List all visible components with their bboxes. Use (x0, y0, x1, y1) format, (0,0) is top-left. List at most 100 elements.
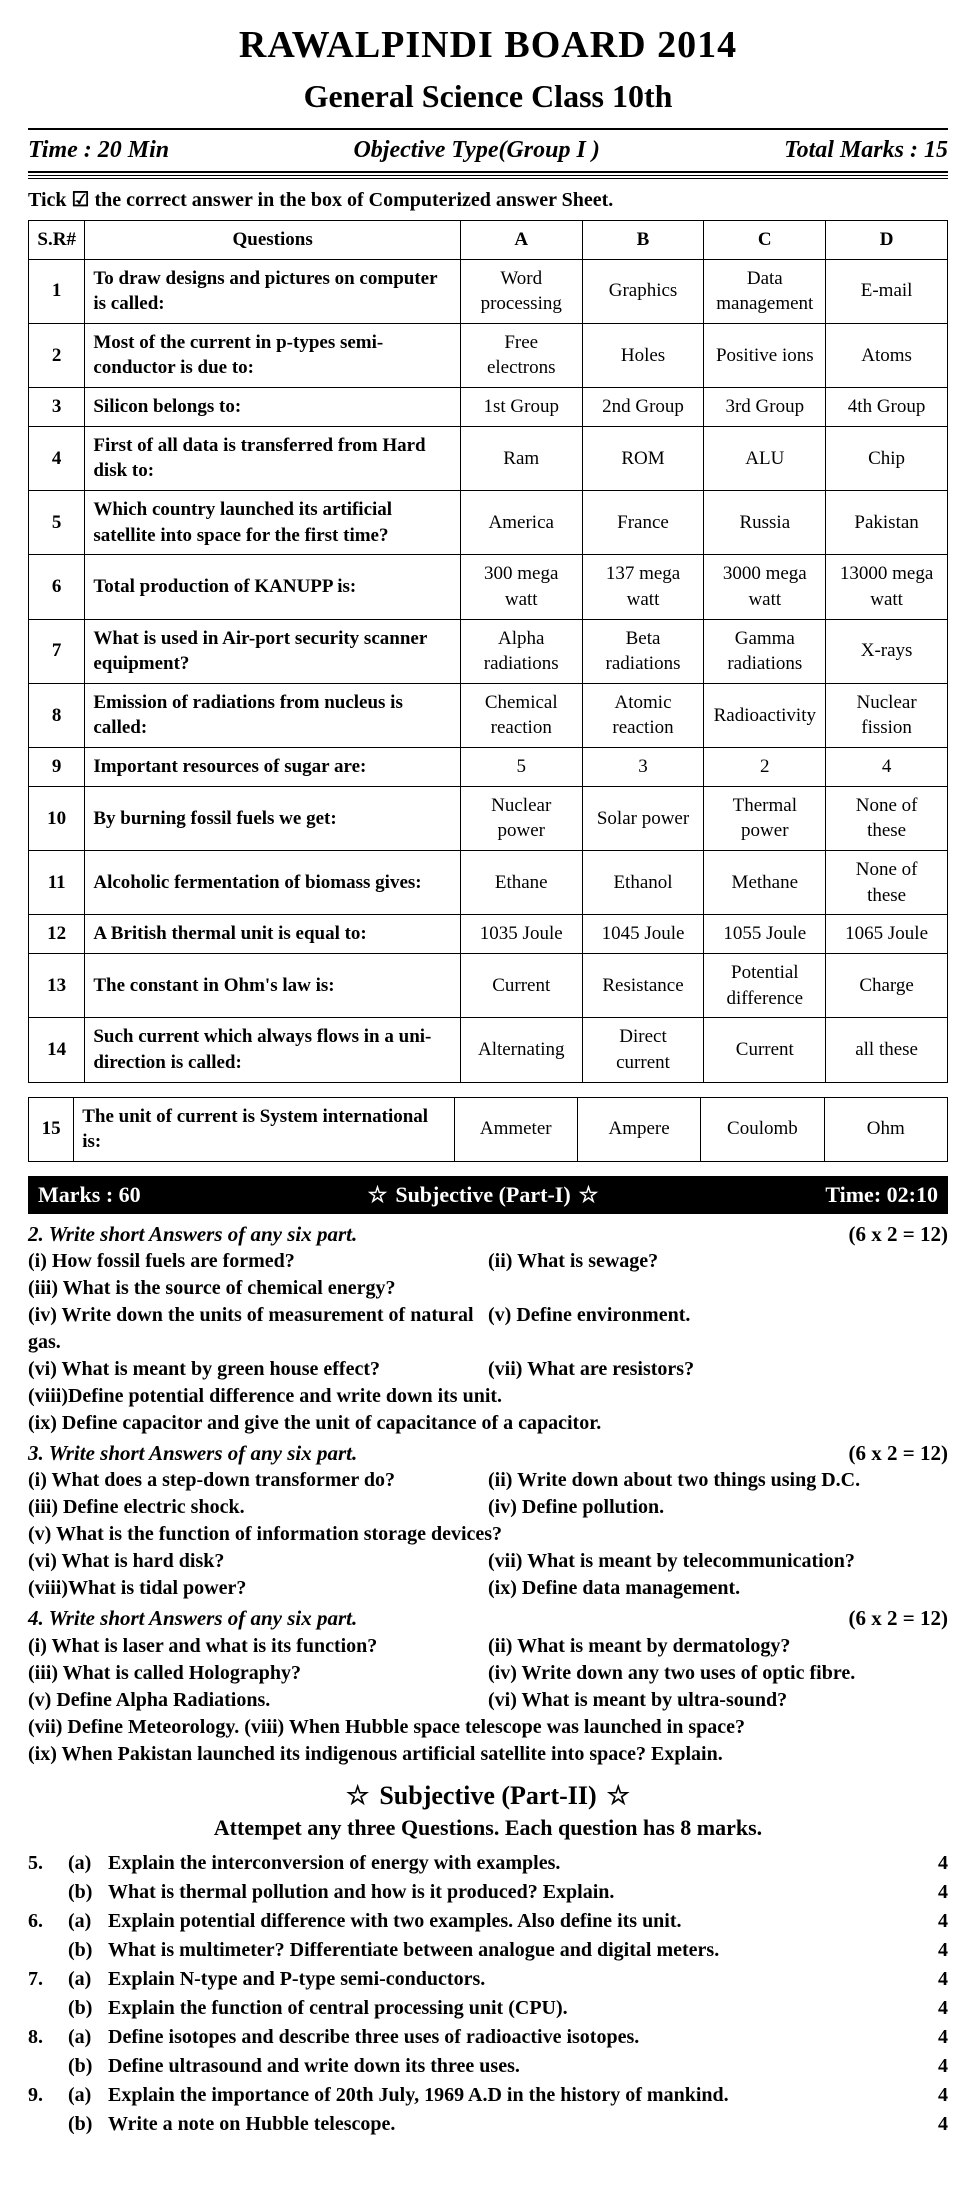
cell-opt-a: Word processing (460, 259, 582, 323)
cell-opt-a: Free electrons (460, 323, 582, 387)
cell-opt-a: Nuclear power (460, 786, 582, 850)
attempt-instruction: Attempet any three Questions. Each quest… (28, 1813, 948, 1843)
cell-opt-c: Potential difference (704, 953, 826, 1017)
lq-text: Write a note on Hubble telescope. (108, 2111, 908, 2138)
lq-text: Explain potential difference with two ex… (108, 1908, 908, 1935)
part-item: (iv) Write down the units of measurement… (28, 1302, 488, 1356)
cell-opt-d: 4th Group (826, 388, 948, 427)
cell-sr: 2 (29, 323, 85, 387)
cell-sr: 1 (29, 259, 85, 323)
part-item: (vii) What are resistors? (488, 1356, 948, 1383)
cell-sr: 8 (29, 683, 85, 747)
cell-opt-a: Alternating (460, 1018, 582, 1082)
cell-opt-a: 1035 Joule (460, 915, 582, 954)
cell-opt-c: 1055 Joule (704, 915, 826, 954)
long-question-row: (b)Explain the function of central proce… (28, 1995, 948, 2022)
short-answer-parts: (i) What does a step-down transformer do… (28, 1467, 948, 1602)
subjective-title: Subjective (Part-I) (360, 1180, 607, 1210)
cell-question: Most of the current in p-types semi-cond… (85, 323, 460, 387)
lq-number (28, 2053, 68, 2080)
lq-number: 9. (28, 2082, 68, 2109)
short-answer-parts: (i) What is laser and what is its functi… (28, 1633, 948, 1768)
subjective-time: Time: 02:10 (825, 1180, 938, 1210)
part-item: (iii) What is the source of chemical ene… (28, 1275, 948, 1302)
section-title: 3. Write short Answers of any six part. (28, 1439, 357, 1467)
cell-sr: 15 (29, 1097, 74, 1161)
cell-opt-d: Charge (826, 953, 948, 1017)
table-row: 2Most of the current in p-types semi-con… (29, 323, 948, 387)
long-question-row: (b)What is thermal pollution and how is … (28, 1879, 948, 1906)
parts-row: (i) What is laser and what is its functi… (28, 1633, 948, 1660)
part-item: (i) What does a step-down transformer do… (28, 1467, 488, 1494)
short-answer-parts: (i) How fossil fuels are formed?(ii) Wha… (28, 1248, 948, 1437)
long-question-row: 5.(a)Explain the interconversion of ener… (28, 1850, 948, 1877)
part-item: (ix) When Pakistan launched its indigeno… (28, 1741, 948, 1768)
lq-marks: 4 (908, 1937, 948, 1964)
lq-number: 8. (28, 2024, 68, 2051)
table-row: 8Emission of radiations from nucleus is … (29, 683, 948, 747)
part-item: (vii) Define Meteorology. (viii) When Hu… (28, 1714, 948, 1741)
long-question-row: (b)Write a note on Hubble telescope.4 (28, 2111, 948, 2138)
th-c: C (704, 220, 826, 259)
part-item: (iv) Write down any two uses of optic fi… (488, 1660, 948, 1687)
lq-sub: (a) (68, 1966, 108, 1993)
cell-opt-c: Radioactivity (704, 683, 826, 747)
meta-bar: Time : 20 Min Objective Type(Group I ) T… (28, 128, 948, 172)
cell-sr: 11 (29, 851, 85, 915)
lq-number (28, 1937, 68, 1964)
part-item: (ix) Define data management. (488, 1575, 948, 1602)
cell-opt-b: Ethanol (582, 851, 704, 915)
cell-question: By burning fossil fuels we get: (85, 786, 460, 850)
lq-marks: 4 (908, 1908, 948, 1935)
cell-opt-b: 3 (582, 748, 704, 787)
table-row: 1To draw designs and pictures on compute… (29, 259, 948, 323)
lq-sub: (a) (68, 2024, 108, 2051)
table-row: 5Which country launched its artificial s… (29, 491, 948, 555)
section-heading: 4. Write short Answers of any six part.(… (28, 1604, 948, 1632)
cell-opt-b: Holes (582, 323, 704, 387)
part2-text: Subjective (Part-II) (336, 1781, 640, 1810)
cell-opt-d: all these (826, 1018, 948, 1082)
part-item: (v) Define Alpha Radiations. (28, 1687, 488, 1714)
cell-opt-a: Chemical reaction (460, 683, 582, 747)
lq-text: Explain the interconversion of energy wi… (108, 1850, 908, 1877)
cell-opt-d: None of these (826, 851, 948, 915)
cell-question: Important resources of sugar are: (85, 748, 460, 787)
cell-question: A British thermal unit is equal to: (85, 915, 460, 954)
cell-sr: 3 (29, 388, 85, 427)
cell-opt-b: ROM (582, 426, 704, 490)
cell-opt-c: Thermal power (704, 786, 826, 850)
table-row: 15 The unit of current is System interna… (29, 1097, 948, 1161)
part-item: (i) How fossil fuels are formed? (28, 1248, 488, 1275)
cell-question: To draw designs and pictures on computer… (85, 259, 460, 323)
part-item: (v) Define environment. (488, 1302, 948, 1356)
parts-row: (iii) What is the source of chemical ene… (28, 1275, 948, 1302)
lq-sub: (a) (68, 1850, 108, 1877)
cell-opt-c: Coulomb (701, 1097, 824, 1161)
total-marks-label: Total Marks : 15 (784, 134, 948, 166)
parts-row: (ix) When Pakistan launched its indigeno… (28, 1741, 948, 1768)
cell-opt-b: Direct current (582, 1018, 704, 1082)
parts-row: (iii) What is called Holography?(iv) Wri… (28, 1660, 948, 1687)
cell-opt-d: X-rays (826, 619, 948, 683)
parts-row: (i) How fossil fuels are formed?(ii) Wha… (28, 1248, 948, 1275)
table-row: 10By burning fossil fuels we get:Nuclear… (29, 786, 948, 850)
cell-opt-c: 2 (704, 748, 826, 787)
cell-opt-a: Alpha radiations (460, 619, 582, 683)
parts-row: (vi) What is meant by green house effect… (28, 1356, 948, 1383)
cell-question: What is used in Air-port security scanne… (85, 619, 460, 683)
lq-marks: 4 (908, 2111, 948, 2138)
lq-marks: 4 (908, 2082, 948, 2109)
lq-text: What is thermal pollution and how is it … (108, 1879, 908, 1906)
cell-opt-a: Ethane (460, 851, 582, 915)
lq-marks: 4 (908, 1966, 948, 1993)
cell-opt-c: Current (704, 1018, 826, 1082)
cell-opt-b: 2nd Group (582, 388, 704, 427)
lq-marks: 4 (908, 1995, 948, 2022)
parts-row: (v) Define Alpha Radiations.(vi) What is… (28, 1687, 948, 1714)
cell-opt-c: ALU (704, 426, 826, 490)
table-header-row: S.R# Questions A B C D (29, 220, 948, 259)
cell-opt-b: Resistance (582, 953, 704, 1017)
part-item: (vi) What is meant by ultra-sound? (488, 1687, 948, 1714)
cell-opt-d: None of these (826, 786, 948, 850)
